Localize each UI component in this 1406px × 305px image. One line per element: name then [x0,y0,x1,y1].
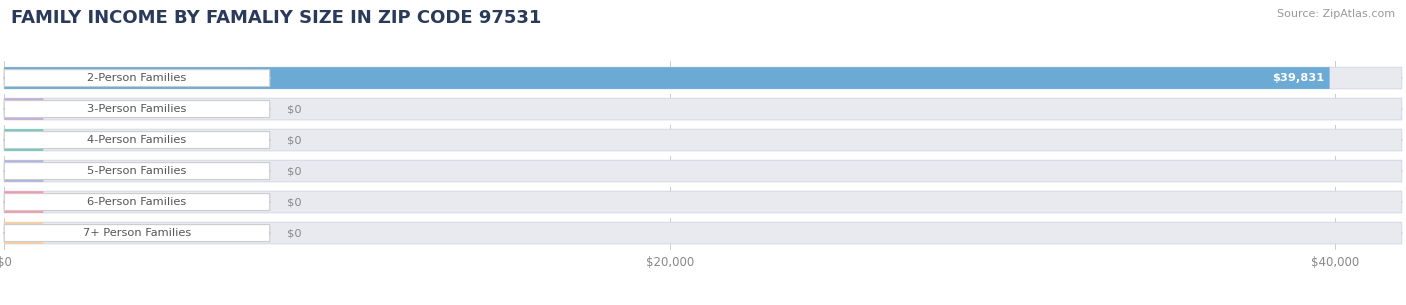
Bar [4,208,1402,217]
FancyBboxPatch shape [4,163,270,180]
FancyBboxPatch shape [4,224,270,242]
Text: 6-Person Families: 6-Person Families [87,197,187,207]
FancyBboxPatch shape [4,160,1402,182]
Text: $0: $0 [287,197,301,207]
Text: FAMILY INCOME BY FAMALIY SIZE IN ZIP CODE 97531: FAMILY INCOME BY FAMALIY SIZE IN ZIP COD… [11,9,541,27]
Text: $39,831: $39,831 [1272,73,1324,83]
Bar [4,177,1402,187]
Text: 3-Person Families: 3-Person Families [87,104,187,114]
FancyBboxPatch shape [4,194,270,210]
Text: $0: $0 [287,104,301,114]
FancyBboxPatch shape [4,101,270,117]
FancyBboxPatch shape [4,129,44,151]
Bar [4,115,1402,124]
FancyBboxPatch shape [4,98,1402,120]
FancyBboxPatch shape [4,129,1402,151]
Text: 4-Person Families: 4-Person Families [87,135,187,145]
FancyBboxPatch shape [4,222,1402,244]
Text: Source: ZipAtlas.com: Source: ZipAtlas.com [1277,9,1395,19]
Bar [4,146,1402,156]
FancyBboxPatch shape [4,160,44,182]
FancyBboxPatch shape [4,98,44,120]
FancyBboxPatch shape [4,70,270,87]
FancyBboxPatch shape [4,131,270,149]
FancyBboxPatch shape [4,191,1402,213]
Text: 7+ Person Families: 7+ Person Families [83,228,191,238]
Text: $0: $0 [287,166,301,176]
Text: $0: $0 [287,228,301,238]
FancyBboxPatch shape [4,67,1402,89]
Text: $0: $0 [287,135,301,145]
Bar [4,84,1402,94]
FancyBboxPatch shape [4,191,44,213]
FancyBboxPatch shape [4,67,1330,89]
Text: 5-Person Families: 5-Person Families [87,166,187,176]
FancyBboxPatch shape [4,222,44,244]
Text: 2-Person Families: 2-Person Families [87,73,187,83]
